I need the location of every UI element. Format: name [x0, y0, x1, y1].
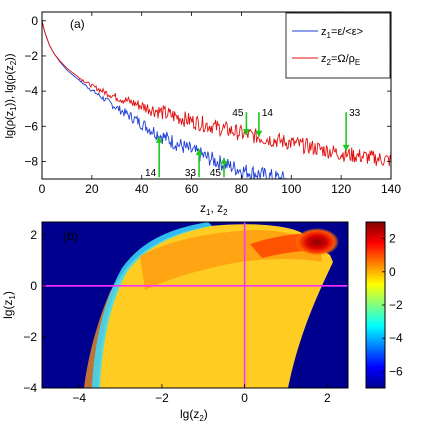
panel-a-ylabel-part2: )), lg(ρ(z: [4, 65, 16, 106]
annotation-label: 33: [349, 108, 361, 119]
panel-a-annotations: 45 14 33 14 33 45: [145, 108, 361, 179]
panel-a-ylabel: lg(ρ(z1)), lg(ρ(z2)): [4, 54, 18, 139]
colorbar-tick-label: −2: [389, 298, 403, 312]
x-tick-label: 100: [281, 182, 301, 196]
series-line-z2: [42, 20, 391, 167]
y-tick-label: −4: [23, 381, 37, 395]
arrow-head: [155, 136, 163, 143]
annotation-label: 14: [145, 168, 157, 179]
x-tick-label: −4: [72, 391, 86, 405]
legend-z1-sub: 1: [327, 31, 332, 40]
arrow-head: [195, 149, 203, 156]
panel-a-label: (a): [70, 17, 85, 31]
panel-b-xlabel-sub: 2: [199, 414, 204, 423]
x-tick-label: 80: [235, 182, 249, 196]
x-tick-label: −2: [155, 391, 169, 405]
x-tick-label: 0: [241, 391, 248, 405]
green-arrow-14-1: 14: [255, 108, 273, 137]
heatmap-region-peak: [295, 228, 339, 256]
series-line-z1: [42, 20, 287, 179]
arrow-head: [342, 144, 350, 151]
annotation-label: 14: [262, 108, 274, 119]
y-tick-label: 0: [31, 14, 38, 28]
arrow-head: [220, 157, 228, 164]
panel-a-ylabel-sub2: 2: [9, 60, 18, 65]
green-arrow-14-3: 14: [145, 136, 163, 179]
panel-a-line-chart: 45 14 33 14 33 45 0 20 40 60 80 100 120 140 0 −2 −4 −6 −8…: [4, 11, 401, 217]
legend-z2-sub: 2: [327, 58, 332, 67]
colorbar-tick-label: −4: [389, 331, 403, 345]
annotation-label: 45: [232, 108, 244, 119]
panel-a-xlabel-z2: z: [217, 201, 223, 215]
panel-a-xlabel-z1: z: [200, 201, 206, 215]
y-tick-label: 0: [30, 279, 37, 293]
panel-b-xlabel: lg(z2): [180, 407, 208, 423]
panel-a-frame: [41, 11, 392, 180]
panel-b-xlabel-end: ): [204, 407, 208, 421]
green-arrow-33-2: 33: [342, 108, 361, 151]
panel-b-heatmap: −4 −2 0 220−2−4 (b) lg(z2) lg(z1) 20−2−4−6: [1, 221, 403, 423]
green-arrow-45-5: 45: [210, 157, 228, 179]
colorbar-tick-label: 2: [389, 232, 396, 246]
x-tick-label: 120: [331, 182, 351, 196]
legend-entry-z2: z2=Ω/ρE: [321, 53, 360, 67]
green-arrow-33-4: 33: [185, 149, 203, 179]
green-arrow-45-0: 45: [232, 108, 250, 136]
panel-b-ylabel-main: lg(z: [1, 300, 15, 319]
panel-a-ylabel-sub1: 1: [9, 106, 18, 111]
panel-b-density: [42, 222, 348, 388]
legend-z2-prefix: z: [321, 53, 327, 65]
y-tick-label: −8: [24, 154, 38, 168]
panel-a-xlabel: z1, z2: [200, 201, 228, 217]
panel-a-ylabel-part1: lg(ρ(z: [4, 111, 16, 139]
legend-z1-prefix: z: [321, 26, 327, 38]
x-tick-label: 60: [185, 182, 199, 196]
panel-a-ticks: 0 20 40 60 80 100 120 140 0 −2 −4 −6 −8: [24, 12, 401, 196]
legend-z1-text: =ε/<ε>: [331, 26, 363, 38]
panel-b-xlabel-main: lg(z: [180, 407, 199, 421]
arrow-head: [255, 130, 263, 137]
panel-a-ylabel-part3: )): [4, 54, 16, 61]
panel-b-label: (b): [63, 229, 78, 243]
arrow-head: [242, 129, 250, 136]
panel-b-ylabel: lg(z1): [1, 291, 17, 319]
annotation-label: 33: [185, 168, 197, 179]
legend-z2-text: =Ω/ρ: [331, 53, 355, 65]
panel-b-frame: [41, 221, 349, 389]
colorbar-tick-label: −6: [389, 364, 403, 378]
x-tick-label: 40: [135, 182, 149, 196]
panel-b-ylabel-sub: 1: [8, 295, 17, 300]
legend-entry-z1: z1=ε/<ε>: [321, 26, 363, 40]
panel-b-ticks: −4 −2 0 2 2 0 −2 −4: [23, 228, 331, 405]
y-tick-label: 2: [30, 228, 37, 242]
x-tick-label: 140: [381, 182, 401, 196]
legend-box: [285, 12, 391, 79]
panel-a-xlabel-sub1: 1: [206, 208, 211, 217]
colorbar-ticks: 2 0 −2 −4 −6: [382, 232, 403, 378]
y-tick-label: −2: [23, 330, 37, 344]
x-tick-label: 20: [85, 182, 99, 196]
panel-b-crosshair: [42, 222, 348, 388]
panel-b-ylabel-end: ): [1, 291, 15, 295]
x-tick-label: 0: [39, 182, 46, 196]
y-tick-label: −4: [24, 84, 38, 98]
colorbar-tick-label: 0: [389, 265, 396, 279]
panel-a-legend: z1=ε/<ε> z2=Ω/ρE: [285, 12, 391, 79]
y-tick-label: −6: [24, 119, 38, 133]
panel-a-xlabel-sub2: 2: [223, 208, 228, 217]
y-tick-label: −2: [24, 49, 38, 63]
panel-a-xlabel-sep: ,: [210, 201, 217, 215]
x-tick-label: 2: [324, 391, 331, 405]
legend-z2-text-sub: E: [355, 58, 360, 67]
panel-a-series-group: [42, 20, 391, 179]
annotation-label: 45: [210, 168, 222, 179]
